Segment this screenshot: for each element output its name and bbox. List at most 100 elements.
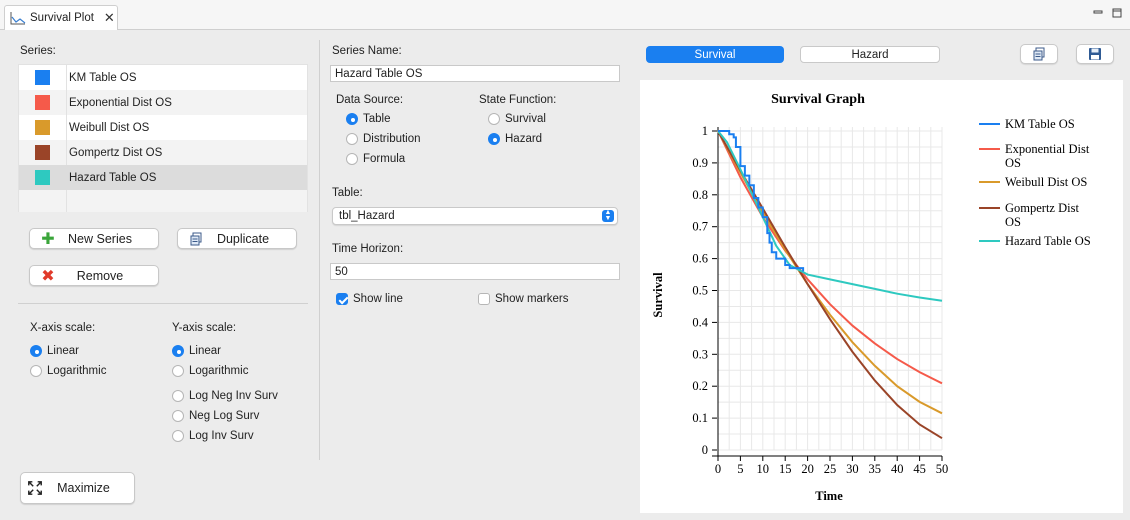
y-tick-label: 0 [702,443,708,457]
series-line-exponential-dist-os [717,130,943,385]
copy-chart-button[interactable] [1020,44,1058,64]
x-scale-logarithmic-radio[interactable]: Logarithmic [30,365,106,377]
series-name: Weibull Dist OS [69,121,150,134]
x-axis-label: Time [815,489,843,503]
chart-grid [717,127,943,451]
delete-icon: ✖ [41,267,55,285]
minimize-icon[interactable] [1093,8,1103,21]
copy-icon [188,231,204,247]
series-row-exponential-dist-os[interactable]: Exponential Dist OS [19,90,307,115]
close-icon[interactable]: ✕ [103,10,115,25]
copy-icon [1033,47,1045,61]
y-axis-label: Survival [651,272,665,318]
new-series-button[interactable]: ✚ New Series [29,228,159,249]
data-source-table-radio[interactable]: Table [346,113,391,125]
survival-graph-panel: 0 5 10 15 20 25 30 35 40 45 50 0 0.1 0.2 0.3 0.4 0.5 0.6 0… [640,80,1123,513]
y-scale-log-inv-surv-radio[interactable]: Log Inv Surv [172,430,254,442]
state-function-hazard-radio[interactable]: Hazard [488,133,542,145]
series-name: Hazard Table OS [69,171,157,184]
legend-label: KM Table OS [1005,117,1075,131]
series-color-swatch [35,170,50,185]
series-name: Exponential Dist OS [69,96,172,109]
legend-item: Weibull Dist OS [979,175,1087,189]
line-chart-icon [10,12,26,25]
new-series-label: New Series [68,231,132,246]
hazard-toggle-button[interactable]: Hazard [800,46,940,63]
x-tick-label: 15 [779,462,792,476]
tab-survival-plot[interactable]: Survival Plot ✕ [4,5,118,30]
data-source-label: Data Source: [336,94,404,106]
series-row-hazard-table-os[interactable]: Hazard Table OS [19,165,307,190]
y-tick-label: 0.8 [692,188,708,202]
save-chart-button[interactable] [1076,44,1114,64]
chart-title: Survival Graph [771,92,865,107]
x-tick-label: 40 [891,462,904,476]
y-scale-logarithmic-radio[interactable]: Logarithmic [172,365,248,377]
x-tick-label: 30 [846,462,859,476]
y-tick-label: 0.7 [692,220,708,234]
tab-title: Survival Plot [30,12,94,24]
y-tick-label: 0.2 [692,379,708,393]
series-color-swatch [35,95,50,110]
expand-icon [27,480,43,496]
x-tick-label: 5 [737,462,743,476]
legend-label-cont: OS [1005,215,1021,229]
table-select[interactable]: tbl_Hazard ▲ ▼ [332,207,618,225]
table-label: Table: [332,187,363,199]
y-tick-label: 0.1 [692,411,708,425]
x-tick-label: 0 [715,462,721,476]
data-source-formula-radio[interactable]: Formula [346,153,405,165]
legend-label: Exponential Dist [1005,142,1090,156]
series-name: Gompertz Dist OS [69,146,163,159]
series-color-swatch [35,70,50,85]
tab-bar: Survival Plot ✕ [0,0,1130,30]
y-tick-label: 1 [702,124,708,138]
series-list[interactable]: KM Table OS Exponential Dist OS Weibull … [18,64,308,212]
legend-label-cont: OS [1005,156,1021,170]
series-line-hazard-table-os [717,130,943,302]
series-line-km-table-os [718,130,805,272]
maximize-window-icon[interactable] [1112,8,1122,21]
state-function-survival-radio[interactable]: Survival [488,113,546,125]
series-row-gompertz-dist-os[interactable]: Gompertz Dist OS [19,140,307,165]
x-tick-label: 20 [801,462,814,476]
legend-item: KM Table OS [979,117,1075,131]
chart-series-lines [717,130,943,440]
duplicate-label: Duplicate [216,231,270,246]
y-scale-log-neg-inv-surv-radio[interactable]: Log Neg Inv Surv [172,390,278,402]
x-tick-label: 25 [824,462,837,476]
x-tick-label: 50 [936,462,949,476]
series-line-gompertz-dist-os [717,130,943,440]
y-scale-neg-log-surv-radio[interactable]: Neg Log Surv [172,410,259,422]
y-tick-label: 0.5 [692,284,708,298]
x-tick-label: 45 [913,462,926,476]
legend-item: Hazard Table OS [979,234,1091,248]
table-select-value: tbl_Hazard [339,210,395,222]
x-axis-scale-label: X-axis scale: [30,322,96,334]
data-source-distribution-radio[interactable]: Distribution [346,133,421,145]
show-markers-checkbox[interactable]: Show markers [478,293,569,305]
series-name-input[interactable]: Hazard Table OS [330,65,620,82]
series-name: KM Table OS [69,71,137,84]
legend-label: Weibull Dist OS [1005,175,1087,189]
time-horizon-input[interactable]: 50 [330,263,620,280]
save-icon [1089,48,1101,60]
show-line-checkbox[interactable]: Show line [336,293,403,305]
survival-toggle-button[interactable]: Survival [646,46,784,63]
maximize-button[interactable]: Maximize [20,472,135,504]
divider [18,303,308,304]
y-tick-label: 0.6 [692,252,708,266]
series-color-swatch [35,120,50,135]
y-scale-linear-radio[interactable]: Linear [172,345,221,357]
series-row-weibull-dist-os[interactable]: Weibull Dist OS [19,115,307,140]
series-row-km-table-os[interactable]: KM Table OS [19,65,307,90]
series-color-swatch [35,145,50,160]
maximize-label: Maximize [57,481,110,495]
remove-button[interactable]: ✖ Remove [29,265,159,286]
y-tick-label: 0.3 [692,347,708,361]
duplicate-button[interactable]: Duplicate [177,228,297,249]
y-tick-label: 0.4 [692,315,708,329]
x-scale-linear-radio[interactable]: Linear [30,345,79,357]
